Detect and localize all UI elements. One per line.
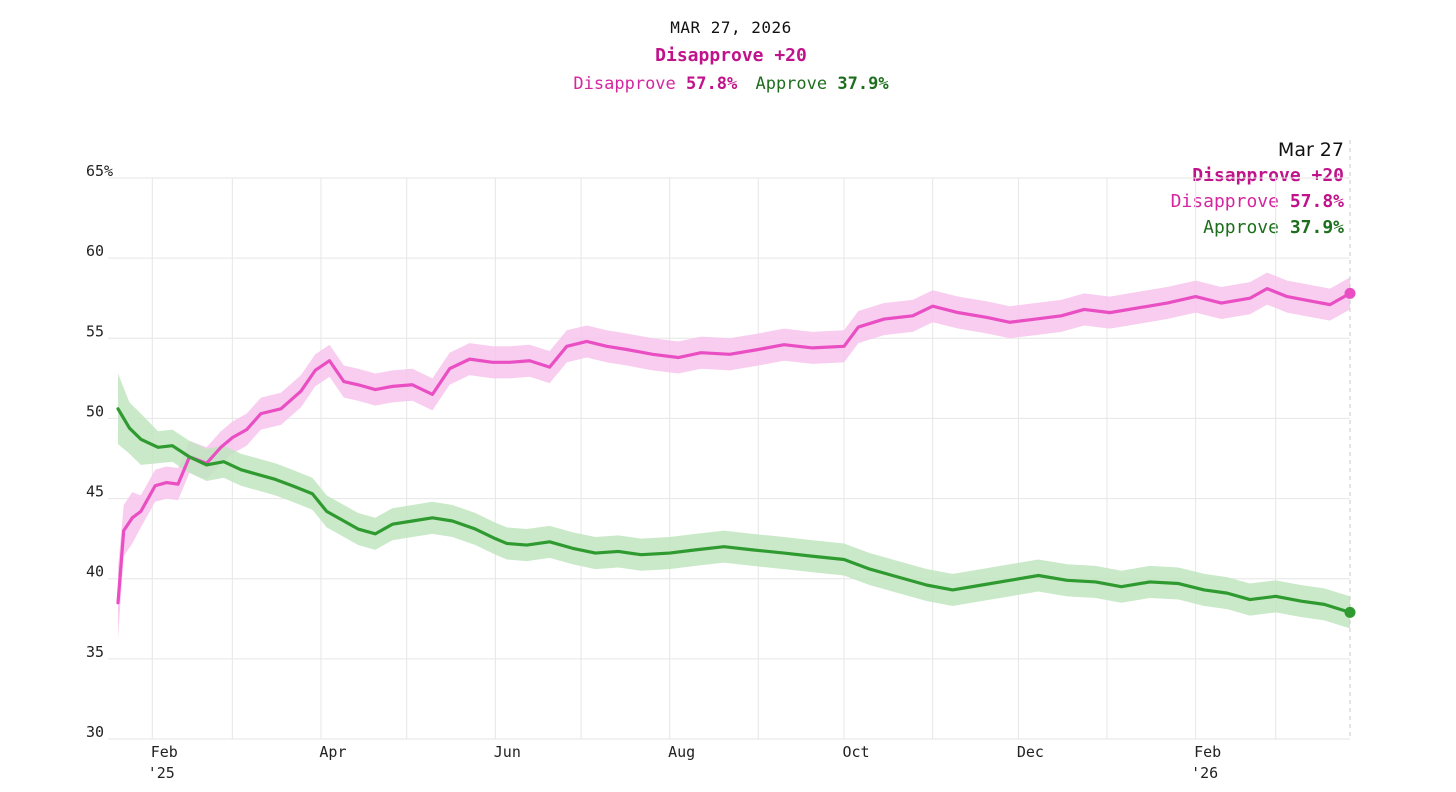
x-tick-year-label: '25 [148, 764, 175, 782]
header-approve-label: Approve [755, 74, 828, 94]
uncertainty-bands [118, 272, 1350, 639]
x-tick-label: Jun [494, 743, 521, 761]
y-tick-label: 65% [86, 162, 113, 180]
tooltip-disapprove-value: 57.8% [1289, 191, 1344, 212]
x-tick-label: Oct [843, 743, 870, 761]
tooltip-margin: Disapprove +20 [1192, 165, 1344, 186]
disapprove-band [118, 272, 1350, 639]
header-date: MAR 27, 2026 [670, 18, 792, 37]
hover-tooltip: Mar 27 Disapprove +20 Disapprove 57.8% A… [1171, 137, 1344, 241]
hover-marker [1344, 140, 1356, 739]
tooltip-approve-label: Approve [1203, 217, 1279, 238]
y-tick-label: 50 [86, 402, 104, 420]
tooltip-disapprove: Disapprove 57.8% [1171, 189, 1344, 215]
y-tick-label: 35 [86, 643, 104, 661]
grid-lines [108, 177, 1350, 740]
axis-labels: 65% 60 55 50 45 40 35 30 Feb '25 Apr Jun Aug Oct Dec Fe… [86, 162, 1221, 782]
header-disapprove-value: 57.8% [686, 74, 738, 94]
y-tick-label: 60 [86, 242, 104, 260]
approve-band [118, 373, 1350, 629]
x-tick-label: Feb [151, 743, 178, 761]
tooltip-approve: Approve 37.9% [1171, 215, 1344, 241]
header-margin: Disapprove +20 [655, 45, 807, 66]
y-tick-label: 45 [86, 483, 104, 501]
x-tick-year-label: '26 [1191, 764, 1218, 782]
tooltip-disapprove-label: Disapprove [1170, 191, 1279, 212]
approve-endpoint [1344, 606, 1356, 618]
x-tick-label: Feb [1194, 743, 1221, 761]
series-lines [116, 286, 1352, 614]
x-tick-label: Apr [319, 743, 346, 761]
y-tick-label: 55 [86, 322, 104, 340]
header-approve-value: 37.9% [837, 74, 889, 94]
y-tick-label: 40 [86, 563, 104, 581]
tooltip-date: Mar 27 [1277, 139, 1344, 161]
header-disapprove-label: Disapprove [573, 74, 676, 94]
disapprove-endpoint [1344, 287, 1356, 299]
header-values: Disapprove 57.8% Approve 37.9% [0, 70, 1456, 98]
x-tick-label: Aug [668, 743, 695, 761]
tooltip-approve-value: 37.9% [1289, 217, 1344, 238]
y-tick-label: 30 [86, 723, 104, 741]
x-tick-label: Dec [1017, 743, 1044, 761]
approve-line [116, 407, 1352, 614]
disapprove-line [116, 286, 1352, 605]
